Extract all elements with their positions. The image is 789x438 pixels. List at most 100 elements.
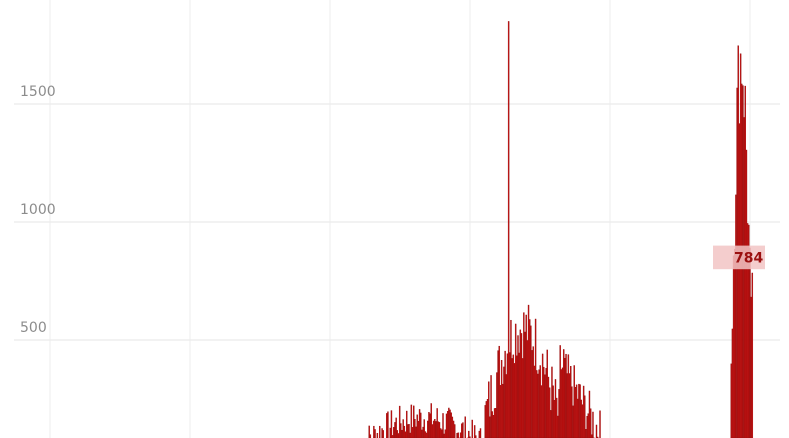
- bar: [595, 424, 598, 438]
- bar: [462, 422, 464, 438]
- bar: [414, 419, 416, 438]
- bar: [401, 429, 403, 438]
- bar: [386, 413, 388, 438]
- bar: [558, 389, 560, 438]
- bar: [422, 426, 424, 438]
- bar: [368, 425, 370, 438]
- bar: [592, 411, 594, 438]
- bar: [551, 366, 553, 438]
- bar: [479, 428, 482, 438]
- bar: [743, 117, 745, 438]
- bar: [469, 436, 471, 438]
- bar: [468, 430, 470, 438]
- bar: [561, 367, 564, 438]
- bar: [559, 345, 561, 438]
- bar: [573, 365, 575, 438]
- bar: [437, 421, 440, 438]
- bar: [529, 319, 531, 438]
- bar: [436, 408, 438, 438]
- bar: [731, 328, 734, 438]
- bar: [509, 352, 511, 438]
- bar: [408, 424, 410, 438]
- bar: [429, 413, 431, 438]
- bar: [751, 272, 754, 438]
- bar: [500, 360, 503, 438]
- bar: [398, 405, 401, 438]
- bar: [491, 411, 493, 438]
- bar: [581, 404, 584, 438]
- bar: [506, 353, 509, 438]
- bar: [521, 358, 524, 438]
- bar: [578, 383, 580, 438]
- bar: [504, 350, 506, 438]
- bar: [531, 350, 533, 438]
- bar: [374, 429, 376, 438]
- bar: [580, 399, 582, 438]
- bar: [512, 354, 515, 438]
- y-tick-label-1500: 1500: [20, 84, 56, 100]
- bar: [420, 412, 422, 438]
- bar: [478, 430, 481, 438]
- bar: [599, 410, 601, 438]
- bar: [445, 413, 448, 438]
- bar: [423, 419, 425, 438]
- bar: [421, 429, 423, 438]
- bar: [452, 420, 455, 438]
- bar: [547, 376, 550, 438]
- bar: [575, 384, 578, 438]
- bar: [534, 318, 537, 438]
- last-value-annotation: 784: [713, 245, 765, 270]
- bar: [577, 398, 579, 438]
- bar: [492, 415, 495, 438]
- bar: [425, 432, 428, 438]
- bar: [449, 409, 451, 438]
- bar: [525, 314, 527, 438]
- bar: [750, 296, 752, 438]
- bar: [567, 354, 570, 438]
- bar: [533, 365, 536, 438]
- bar: [586, 416, 588, 438]
- bar: [416, 414, 418, 438]
- bar: [499, 385, 502, 438]
- bar: [490, 375, 492, 438]
- bar: [444, 429, 447, 438]
- bar: [403, 425, 406, 438]
- bar: [450, 412, 452, 438]
- bar: [536, 370, 538, 438]
- bar: [538, 369, 540, 438]
- bar: [517, 335, 519, 438]
- bar: [369, 434, 372, 438]
- bar: [390, 410, 393, 438]
- bar: [413, 405, 415, 438]
- bar: [496, 372, 498, 438]
- bar: [387, 411, 389, 438]
- bar: [514, 323, 517, 438]
- bar: [530, 325, 532, 438]
- bar: [539, 365, 541, 438]
- bar: [396, 430, 399, 438]
- bar: [495, 408, 497, 438]
- bar: [407, 424, 409, 438]
- bar: [393, 427, 395, 438]
- bar: [734, 248, 736, 438]
- bar: [382, 430, 384, 438]
- bar: [510, 319, 512, 438]
- bar: [389, 427, 391, 438]
- bar: [373, 425, 375, 438]
- last-value-label: 784: [734, 250, 763, 266]
- bar: [464, 416, 466, 438]
- bar: [488, 381, 490, 438]
- bar: [732, 255, 735, 438]
- bar: [555, 397, 558, 438]
- bar: [446, 411, 449, 438]
- bar: [544, 374, 546, 438]
- bar: [540, 385, 543, 438]
- bar: [395, 417, 397, 438]
- bar: [545, 368, 547, 438]
- bar: [550, 410, 552, 438]
- bar: [574, 387, 577, 438]
- bar: [505, 374, 507, 438]
- y-tick-label-500: 500: [20, 320, 47, 336]
- bar: [564, 357, 566, 438]
